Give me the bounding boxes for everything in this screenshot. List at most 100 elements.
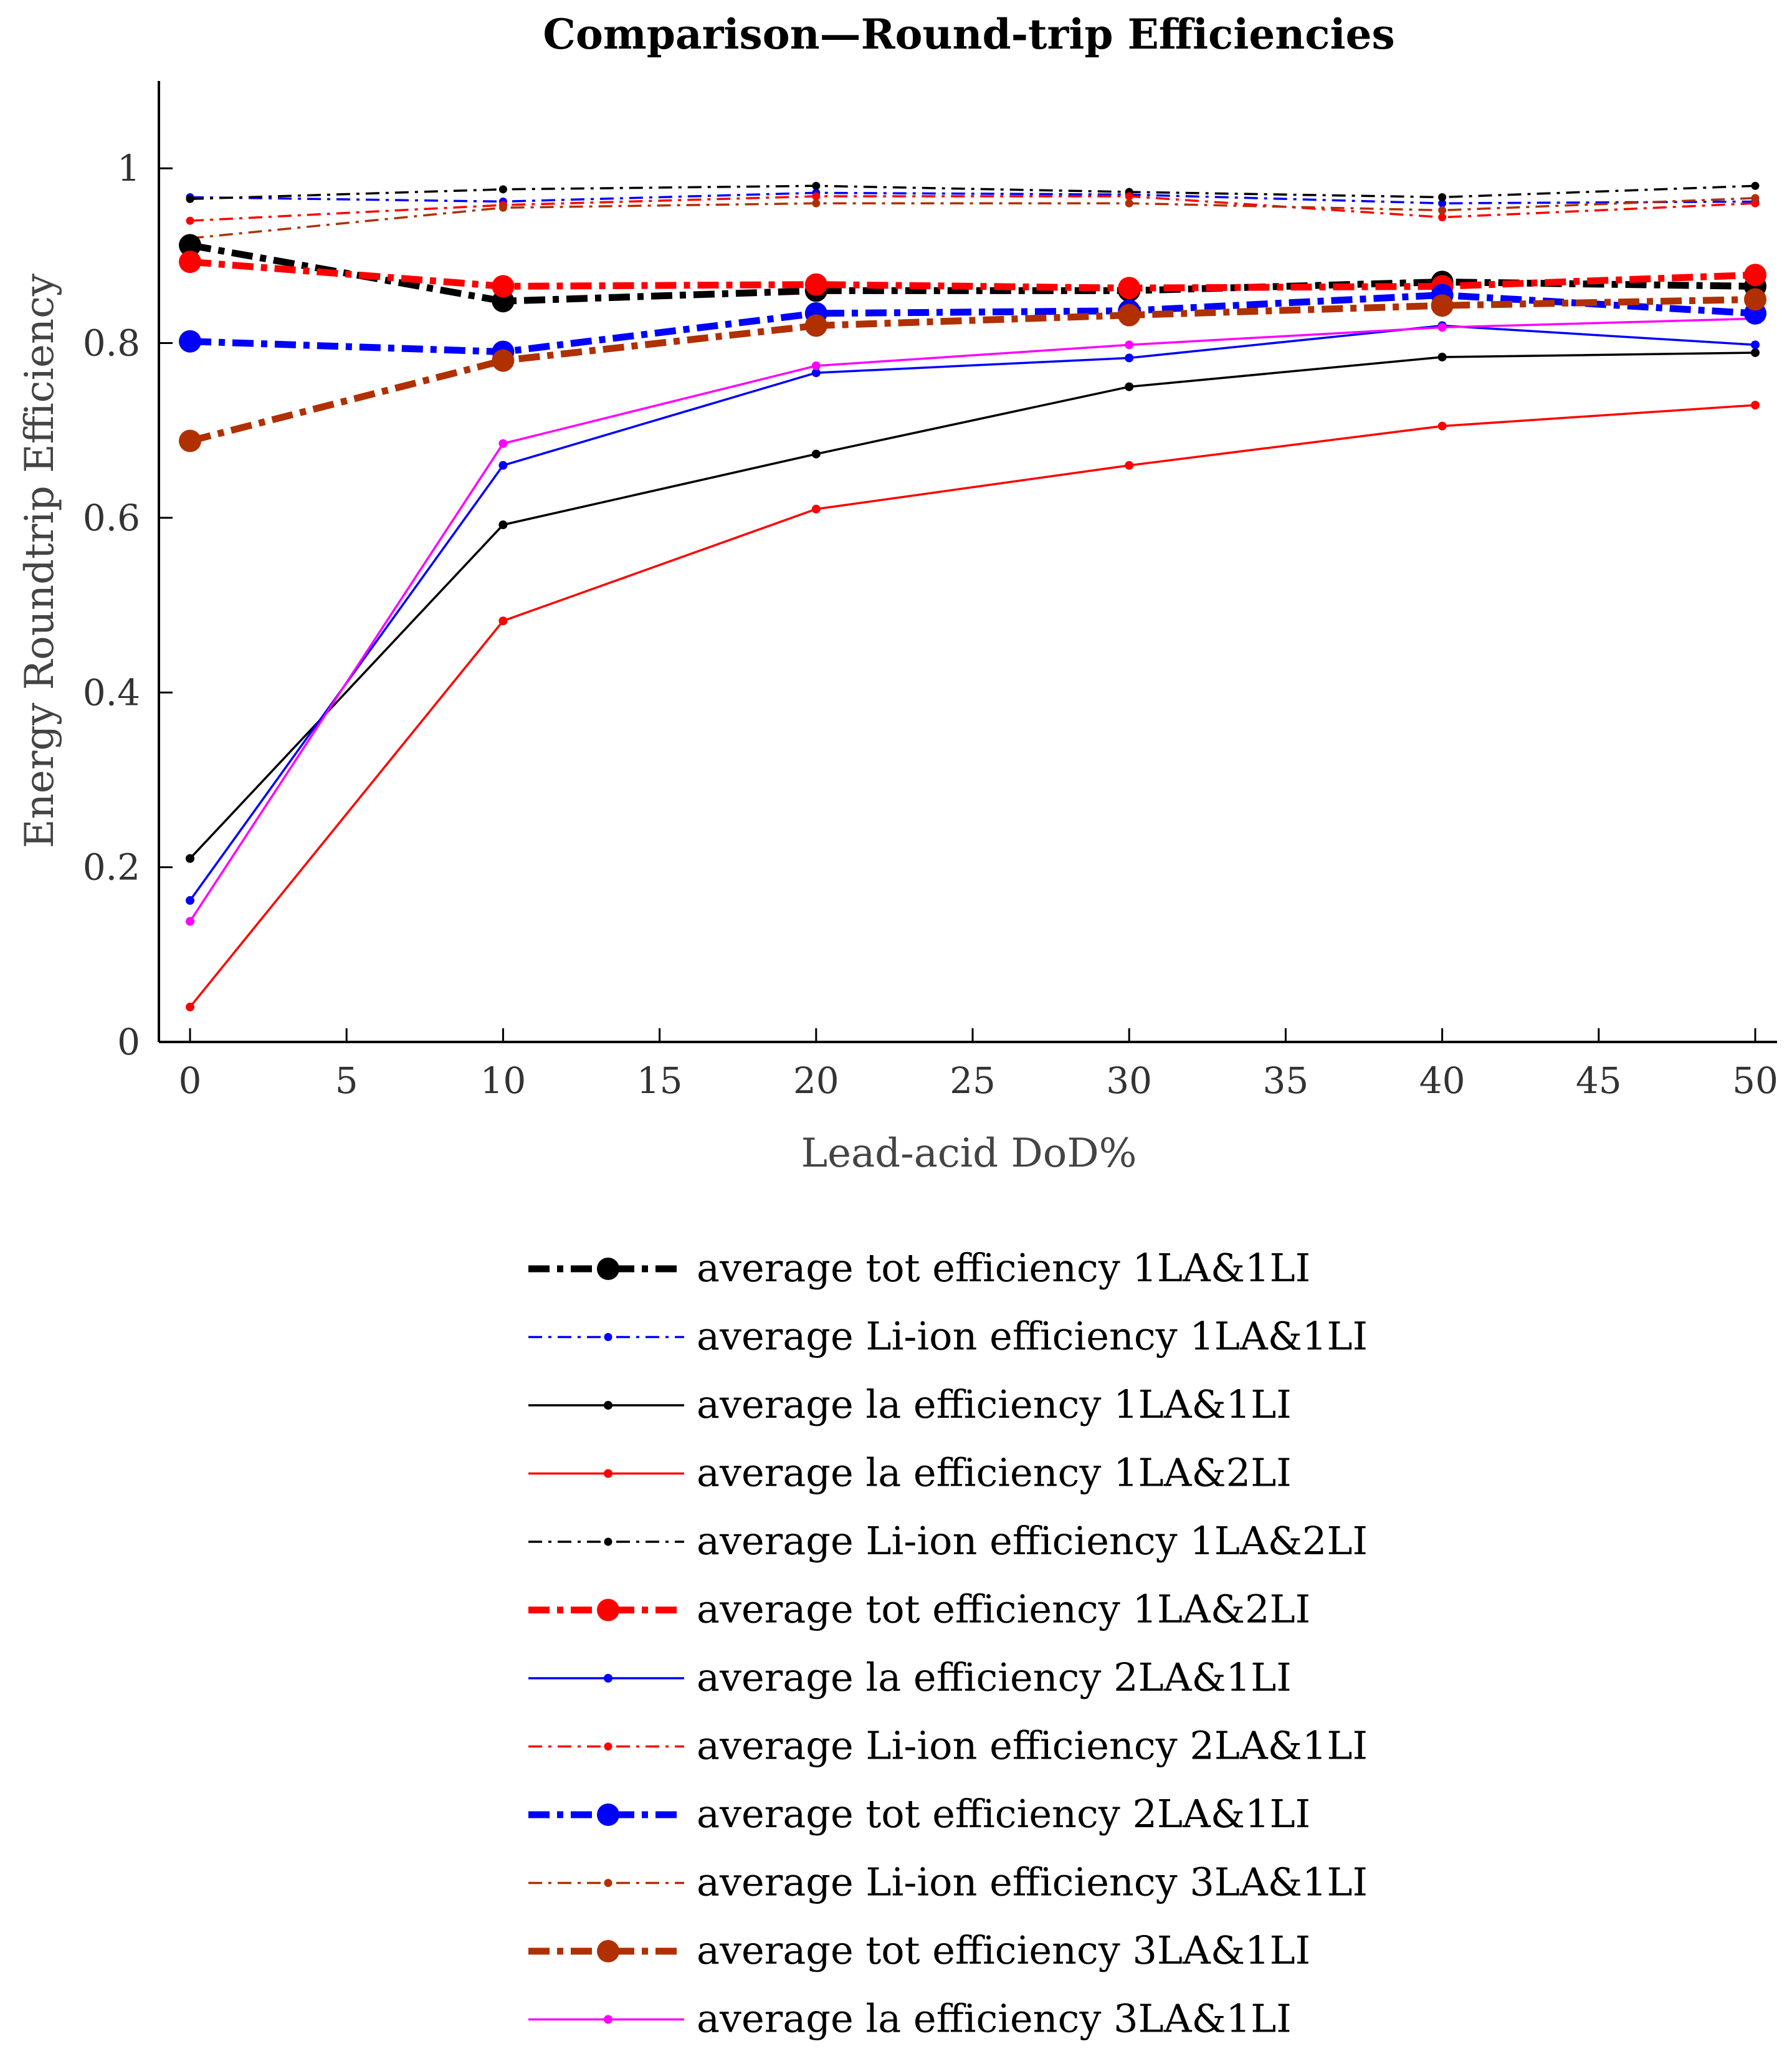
- y-tick-label: 1: [117, 147, 140, 189]
- y-tick-label: 0.6: [83, 497, 140, 539]
- legend-label: average la efficiency 3LA&1LI: [697, 1996, 1292, 2042]
- series-line: [189, 404, 1756, 1008]
- legend-item: average Li-ion efficiency 1LA&2LI: [528, 1518, 1368, 1564]
- series-layer: [179, 181, 1766, 1011]
- data-point: [1125, 192, 1133, 201]
- legend-marker: [604, 1469, 612, 1478]
- x-tick-label: 20: [793, 1059, 839, 1102]
- legend-label: average Li-ion efficiency 1LA&2LI: [697, 1518, 1368, 1564]
- data-point: [498, 185, 507, 194]
- data-point: [1438, 206, 1447, 214]
- y-tick-label: 0.2: [83, 846, 140, 889]
- data-point: [804, 314, 827, 337]
- legend-marker: [597, 1258, 619, 1280]
- x-tick-label: 50: [1732, 1059, 1778, 1102]
- data-point: [1438, 199, 1447, 208]
- data-point: [186, 854, 194, 863]
- data-point: [498, 616, 508, 626]
- x-ticks: 0 5 10 15 20 25 30 35 40 45 50: [179, 1028, 1778, 1102]
- legend-item: average la efficiency 3LA&1LI: [528, 1996, 1292, 2042]
- series-line: [189, 197, 1756, 240]
- series-line: [189, 191, 1756, 205]
- data-point: [1125, 340, 1134, 350]
- data-point: [811, 449, 821, 459]
- x-tick-label: 40: [1419, 1059, 1466, 1102]
- data-point: [492, 349, 515, 372]
- y-axis-label: Energy Roundtrip Efficiency: [17, 274, 63, 848]
- data-point: [811, 504, 821, 514]
- legend-marker: [604, 1879, 612, 1887]
- series-7: [186, 321, 1760, 905]
- data-point: [179, 429, 201, 452]
- data-point: [498, 203, 507, 212]
- data-point: [1437, 352, 1447, 361]
- series-3: [186, 348, 1760, 863]
- x-tick-label: 0: [179, 1059, 202, 1102]
- data-point: [498, 439, 508, 448]
- data-point: [186, 216, 194, 225]
- legend-label: average la efficiency 1LA&2LI: [697, 1450, 1292, 1496]
- data-point: [1125, 382, 1134, 391]
- legend-item: average tot efficiency 2LA&1LI: [528, 1791, 1310, 1837]
- series-line: [189, 295, 1756, 444]
- x-tick-label: 25: [950, 1059, 996, 1102]
- legend-item: average la efficiency 1LA&1LI: [528, 1382, 1292, 1427]
- data-point: [179, 234, 201, 257]
- legend-item: average Li-ion efficiency 3LA&1LI: [528, 1860, 1368, 1905]
- legend-label: average Li-ion efficiency 2LA&1LI: [697, 1723, 1368, 1769]
- series-line: [189, 317, 1756, 922]
- series-6: [179, 251, 1766, 300]
- legend-marker: [604, 1333, 612, 1341]
- legend-marker: [604, 1401, 612, 1410]
- data-point: [1125, 353, 1134, 363]
- legend-label: average la efficiency 2LA&1LI: [697, 1655, 1292, 1700]
- data-point: [1438, 193, 1447, 201]
- data-point: [179, 330, 201, 353]
- data-point: [498, 461, 508, 470]
- data-point: [186, 1002, 194, 1011]
- legend-item: average tot efficiency 3LA&1LI: [528, 1928, 1310, 1973]
- series-2: [186, 188, 1760, 208]
- series-10: [186, 194, 1760, 242]
- data-point: [1125, 461, 1134, 470]
- x-tick-label: 5: [335, 1059, 358, 1102]
- data-point: [812, 199, 821, 208]
- legend-label: average tot efficiency 1LA&2LI: [697, 1587, 1310, 1632]
- data-point: [1125, 199, 1133, 208]
- data-point: [1437, 323, 1447, 332]
- legend-marker: [604, 2015, 612, 2024]
- legend-label: average Li-ion efficiency 3LA&1LI: [697, 1860, 1368, 1905]
- series-12: [186, 314, 1760, 926]
- data-point: [1118, 277, 1141, 300]
- y-tick-label: 0: [117, 1021, 140, 1063]
- data-point: [179, 251, 201, 274]
- legend-marker: [597, 1598, 619, 1622]
- data-point: [1431, 294, 1454, 317]
- series-line: [189, 195, 1756, 222]
- data-point: [1744, 264, 1766, 287]
- data-point: [186, 896, 194, 905]
- data-point: [1751, 401, 1760, 410]
- series-line: [189, 242, 1756, 305]
- legend-item: average la efficiency 2LA&1LI: [528, 1655, 1292, 1700]
- legend-marker: [604, 1537, 612, 1546]
- data-point: [812, 181, 821, 190]
- x-tick-label: 10: [480, 1059, 526, 1102]
- x-tick-label: 15: [637, 1059, 683, 1102]
- legend-label: average tot efficiency 1LA&1LI: [697, 1245, 1310, 1291]
- data-point: [1751, 181, 1760, 190]
- data-point: [186, 917, 194, 926]
- y-tick-label: 0.4: [83, 671, 140, 714]
- data-point: [1438, 213, 1447, 222]
- y-ticks: 0 0.2 0.4 0.6 0.8 1: [83, 147, 173, 1063]
- x-axis-label: Lead-acid DoD%: [801, 1130, 1137, 1177]
- series-line: [189, 324, 1756, 901]
- series-5: [186, 181, 1760, 203]
- data-point: [812, 192, 821, 201]
- data-point: [498, 520, 508, 530]
- series-line: [189, 258, 1756, 292]
- series-line: [189, 291, 1756, 356]
- series-11: [179, 288, 1766, 452]
- data-point: [1437, 421, 1447, 431]
